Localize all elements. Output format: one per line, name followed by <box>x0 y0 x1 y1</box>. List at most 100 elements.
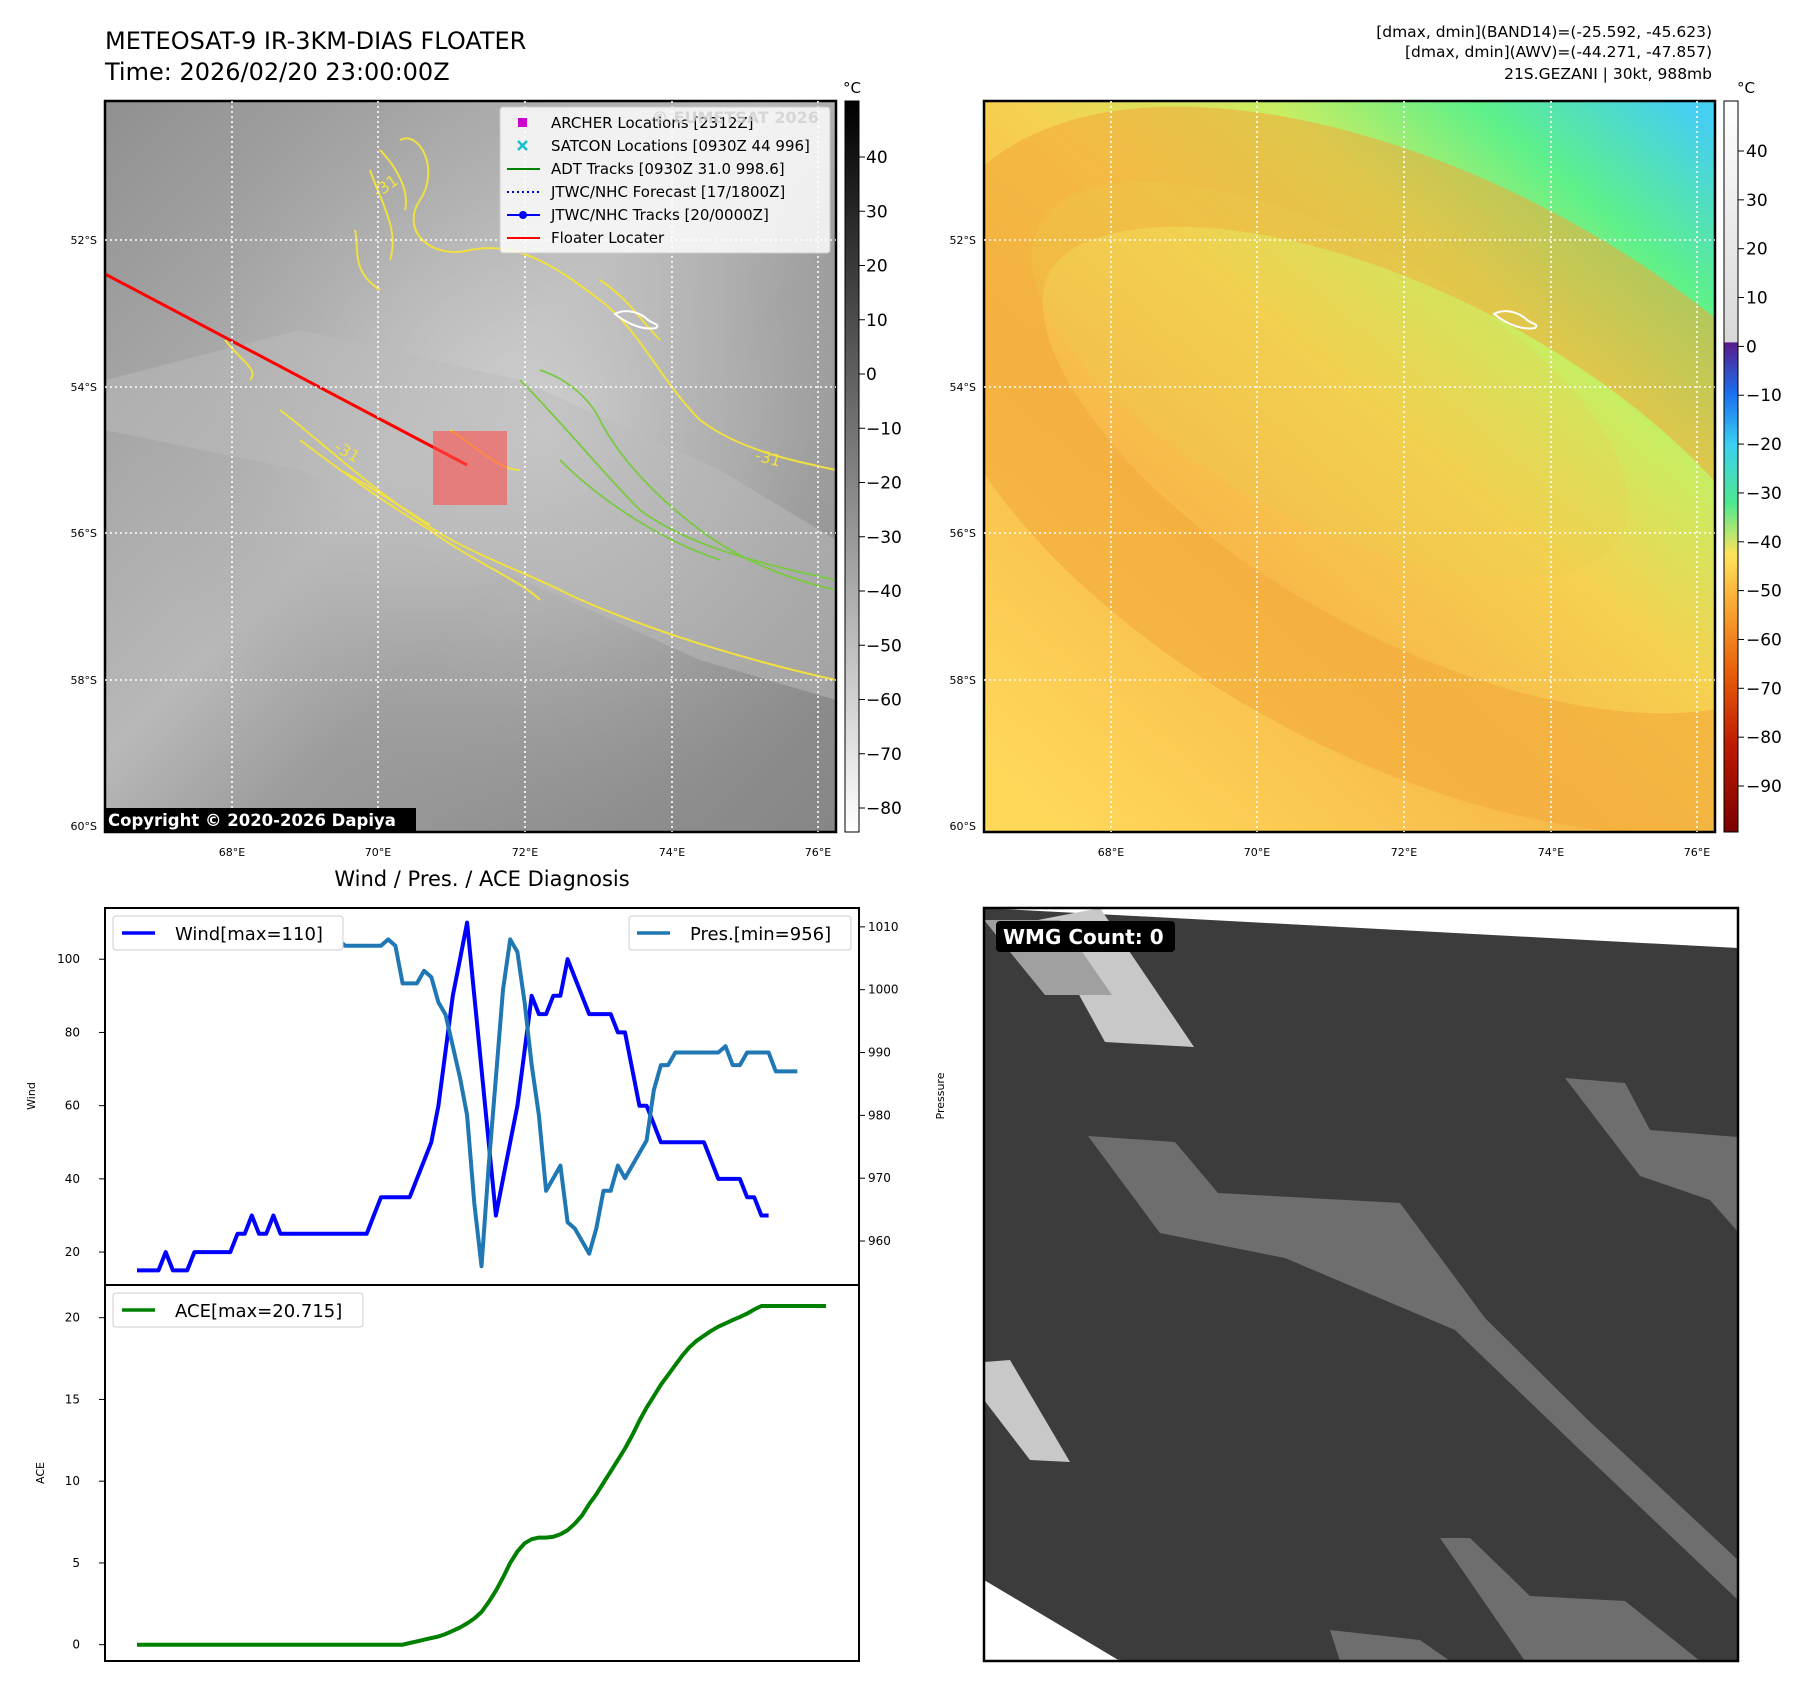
awv-colorbar-label: −30 <box>1746 484 1782 504</box>
awv-colorbar-label: −90 <box>1746 777 1782 797</box>
awv-lat-label: 54°S <box>950 381 976 394</box>
awv-colorbar-label: 0 <box>1746 337 1757 357</box>
wind-tick-label: 80 <box>65 1025 80 1039</box>
pressure-legend: Pres.[min=956] <box>628 915 852 951</box>
ir-colorbar-label: −20 <box>866 474 902 494</box>
awv-panel <box>982 99 1717 834</box>
legend-track-dot <box>519 211 527 219</box>
awv-colorbar-label: −50 <box>1746 582 1782 602</box>
awv-lat-label: 52°S <box>950 234 976 247</box>
legend-label: ARCHER Locations [2312Z] <box>551 114 754 132</box>
ir-colorbar-label: 20 <box>866 257 888 277</box>
pressure-tick-label: 990 <box>868 1046 891 1060</box>
ace-tick-label: 0 <box>72 1638 80 1652</box>
ir-lat-label: 56°S <box>71 527 97 540</box>
band14-stats: [dmax, dmin](BAND14)=(-25.592, -45.623) <box>1376 23 1712 41</box>
awv-colorbar-label: −80 <box>1746 728 1782 748</box>
ir-island-outline <box>613 310 659 330</box>
awv-colorbar-label: −10 <box>1746 386 1782 406</box>
awv-island-outline <box>1492 310 1538 330</box>
wind-legend-label: Wind[max=110] <box>175 924 323 945</box>
wmg-count-label: WMG Count: 0 <box>1003 925 1164 949</box>
eumetsat-watermark: © EUMETSAT 2026 <box>652 108 819 127</box>
ir-lon-label: 68°E <box>219 846 245 859</box>
ir-lon-label: 74°E <box>659 846 685 859</box>
ir-colorbar-label: 0 <box>866 365 877 385</box>
ir-colorbar-label: 40 <box>866 148 888 168</box>
pressure-tick-label: 980 <box>868 1108 891 1122</box>
wmg-panel: WMG Count: 0 <box>982 906 1740 1663</box>
ir-colorbar-label: −70 <box>866 745 902 765</box>
awv-colorbar-label: 40 <box>1746 142 1768 162</box>
ir-colorbar: °C 40 30 20 10 0 −10 −20 −30 −40 −50 −60 −70 −80 <box>843 79 902 833</box>
awv-colorbar-label: 20 <box>1746 240 1768 260</box>
wind-legend: Wind[max=110] <box>112 915 344 951</box>
ace-legend: ACE[max=20.715] <box>112 1292 364 1328</box>
copyright-label: Copyright © 2020-2026 Dapiya <box>108 811 396 830</box>
ace-axis-label: ACE <box>34 1462 47 1484</box>
ir-legend: ARCHER Locations [2312Z] SATCON Locations… <box>499 106 831 254</box>
legend-label: JTWC/NHC Tracks [20/0000Z] <box>550 206 769 224</box>
awv-lon-label: 68°E <box>1098 846 1124 859</box>
ir-colorbar-label: −30 <box>866 528 902 548</box>
awv-stats: [dmax, dmin](AWV)=(-44.271, -47.857) <box>1405 43 1712 61</box>
awv-colorbar-label: 30 <box>1746 191 1768 211</box>
awv-colorbar-label: −40 <box>1746 533 1782 553</box>
ace-legend-label: ACE[max=20.715] <box>175 1301 342 1322</box>
awv-colorbar-label: −20 <box>1746 435 1782 455</box>
legend-archer-marker <box>518 118 527 127</box>
ir-colorbar-label: 10 <box>866 311 888 331</box>
pressure-legend-label: Pres.[min=956] <box>690 924 831 945</box>
wind-tick-label: 60 <box>65 1099 80 1113</box>
ace-tick-label: 5 <box>72 1556 80 1570</box>
ir-map-ticks: 52°S 54°S 56°S 58°S 60°S 68°E 70°E 72°E 74°E 76°E <box>71 234 832 859</box>
ir-colorbar-unit: °C <box>843 79 861 97</box>
storm-info: 21S.GEZANI | 30kt, 988mb <box>1504 65 1712 83</box>
ir-lat-label: 54°S <box>71 381 97 394</box>
legend-satcon-marker <box>517 140 528 151</box>
legend-label: JTWC/NHC Forecast [17/1800Z] <box>550 183 785 201</box>
legend-label: SATCON Locations [0930Z 44 996] <box>551 137 810 155</box>
wind-tick-label: 40 <box>65 1172 80 1186</box>
ir-colorbar-label: −80 <box>866 799 902 819</box>
ir-lat-label: 58°S <box>71 674 97 687</box>
ir-colorbar-label: −50 <box>866 636 902 656</box>
awv-colorbar-label: −70 <box>1746 679 1782 699</box>
awv-lat-label: 58°S <box>950 674 976 687</box>
wind-series-line <box>137 920 769 1273</box>
legend-label: Floater Locater <box>551 229 665 247</box>
wind-tick-label: 100 <box>57 952 80 966</box>
wind-axis-label: Wind <box>25 1082 38 1110</box>
figure-time: Time: 2026/02/20 23:00:00Z <box>105 58 450 86</box>
awv-colorbar-unit: °C <box>1737 79 1755 97</box>
pressure-tick-label: 1000 <box>868 983 899 997</box>
ir-lat-label: 52°S <box>71 234 97 247</box>
pressure-axis-label: Pressure <box>934 1072 947 1119</box>
awv-lon-label: 72°E <box>1391 846 1417 859</box>
ir-lon-label: 70°E <box>365 846 391 859</box>
diagnosis-panel: 100806040201010100099098097096020151050 … <box>25 907 947 1662</box>
ir-lat-label: 60°S <box>71 820 97 833</box>
floater-locater-line <box>105 272 468 467</box>
awv-lat-label: 60°S <box>950 820 976 833</box>
legend-label: ADT Tracks [0930Z 31.0 998.6] <box>551 160 785 178</box>
pressure-tick-label: 960 <box>868 1234 891 1248</box>
ace-tick-label: 20 <box>65 1311 80 1325</box>
ace-tick-label: 10 <box>65 1474 80 1488</box>
ace-tick-label: 15 <box>65 1392 80 1406</box>
pressure-tick-label: 970 <box>868 1171 891 1185</box>
ir-colorbar-label: −10 <box>866 419 902 439</box>
ir-contour-green <box>519 369 836 591</box>
awv-lon-label: 70°E <box>1244 846 1270 859</box>
awv-lon-label: 74°E <box>1538 846 1564 859</box>
awv-lon-label: 76°E <box>1684 846 1710 859</box>
awv-lat-label: 56°S <box>950 527 976 540</box>
floater-box <box>433 431 507 505</box>
awv-colorbar: °C 40 30 20 10 0 −10 −20 −30 −40 −50 −60 −70 −80 −90 <box>1723 79 1782 833</box>
awv-gridlines <box>984 101 1715 832</box>
wind-tick-label: 20 <box>65 1245 80 1259</box>
ir-colorbar-label: −60 <box>866 691 902 711</box>
ir-lon-label: 72°E <box>512 846 538 859</box>
